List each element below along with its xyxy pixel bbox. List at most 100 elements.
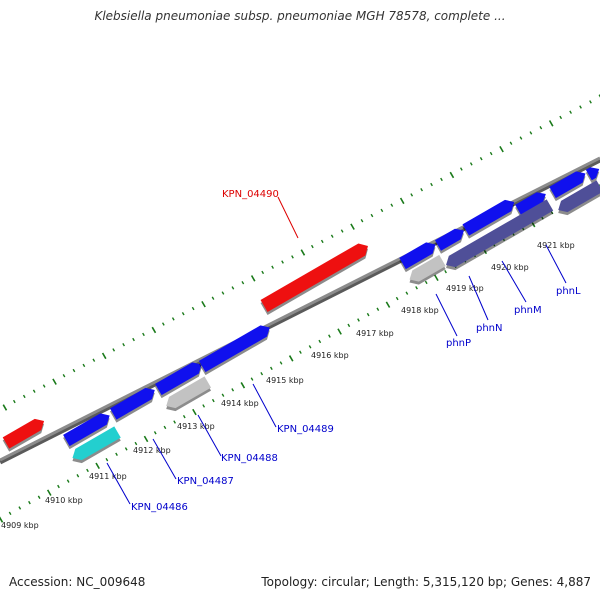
tick-mark (308, 345, 312, 349)
tick-mark (163, 425, 167, 430)
tick-mark (173, 420, 176, 424)
feature-gene[interactable] (109, 387, 155, 423)
tick-mark (330, 234, 334, 238)
tick-mark (42, 384, 46, 388)
tick-mark (279, 361, 283, 365)
tick-mark (221, 291, 225, 295)
gene-label-layer[interactable]: KPN_04490 KPN_04489 KPN_04488 KPN_04487 KPN_… (106, 189, 581, 513)
gene-label[interactable]: KPN_04486 (106, 462, 188, 513)
feature-phnl[interactable] (558, 180, 600, 216)
tick-mark (240, 382, 246, 389)
tick-mark (390, 203, 394, 207)
tick-mark (221, 393, 225, 397)
feature-gene-reverse[interactable] (2, 418, 45, 452)
feature-gene[interactable] (585, 167, 600, 184)
gene-label-leader (468, 275, 489, 321)
tick-mark (250, 377, 254, 381)
feature-gene[interactable] (435, 228, 464, 254)
gene-label-text[interactable]: KPN_04486 (131, 502, 188, 513)
tick-mark (347, 323, 351, 328)
scale-tick-label: 4919 kbp (446, 284, 484, 293)
feature-track[interactable] (2, 167, 600, 464)
tick-mark (430, 182, 433, 187)
tick-mark (12, 399, 16, 404)
scale-tick-label: 4913 kbp (177, 422, 215, 431)
tick-mark (337, 328, 342, 335)
genome-summary-text: Topology: circular; Length: 5,315,120 bp… (261, 575, 591, 589)
gene-label-text[interactable]: phnM (514, 305, 542, 316)
tick-mark (32, 389, 36, 393)
feature-phnn-phnm[interactable] (446, 199, 554, 271)
gene-label[interactable]: KPN_04487 (152, 438, 234, 487)
feature-gene[interactable] (63, 413, 110, 450)
tick-mark (357, 318, 360, 322)
tick-mark (380, 208, 384, 213)
tick-mark (181, 312, 185, 316)
tick-mark (328, 334, 331, 338)
tick-mark (95, 462, 100, 470)
tick-mark (519, 136, 523, 140)
tick-mark (132, 337, 135, 342)
tick-mark (201, 300, 206, 308)
feature-kpn-04486[interactable] (72, 426, 121, 464)
feature-gene[interactable] (515, 192, 546, 219)
gene-label-text[interactable]: KPN_04487 (177, 476, 234, 487)
gene-label-text[interactable]: KPN_04489 (277, 424, 334, 435)
feature-kpn-04488[interactable] (166, 376, 212, 412)
gene-label-text[interactable]: phnP (446, 338, 471, 349)
scale-tick-label: 4921 kbp (537, 241, 575, 250)
tick-mark (57, 484, 60, 489)
tick-mark (320, 239, 324, 244)
tick-mark (529, 131, 533, 135)
feature-gene[interactable] (549, 171, 586, 202)
tick-mark (318, 339, 322, 344)
gene-label-leader (197, 414, 222, 457)
tick-mark (550, 210, 554, 215)
tick-mark (231, 388, 235, 392)
tick-mark (449, 171, 455, 179)
tick-mark (405, 291, 409, 295)
tick-mark (28, 500, 31, 505)
gene-label-leader (277, 196, 299, 239)
tick-mark (459, 167, 463, 171)
gene-label[interactable]: KPN_04490 (222, 189, 299, 239)
tick-mark (479, 157, 483, 161)
gene-label[interactable]: phnL (545, 244, 581, 297)
feature-gene[interactable] (198, 325, 270, 376)
gene-label[interactable]: KPN_04489 (252, 383, 334, 435)
tick-mark (395, 296, 399, 301)
tick-mark (579, 105, 582, 109)
tick-mark (191, 306, 195, 311)
tick-mark (115, 452, 118, 456)
tick-mark (548, 120, 554, 127)
tick-mark (291, 255, 294, 259)
gene-label-text[interactable]: KPN_04488 (221, 453, 278, 464)
tick-mark (410, 193, 414, 197)
tick-mark (76, 474, 80, 478)
tick-mark (171, 317, 175, 321)
tick-mark (37, 495, 41, 499)
feature-gene[interactable] (462, 199, 515, 239)
feature-phnp[interactable] (409, 254, 446, 285)
tick-mark (52, 378, 57, 385)
gene-label-text[interactable]: phnL (556, 286, 581, 297)
gene-label[interactable]: phnM (501, 260, 542, 316)
tick-mark (299, 350, 302, 354)
gene-label[interactable]: phnP (435, 293, 471, 349)
tick-mark (250, 275, 256, 282)
gene-label[interactable]: phnN (468, 275, 503, 334)
gene-label[interactable]: KPN_04488 (197, 414, 278, 464)
feature-gene[interactable] (399, 242, 436, 273)
feature-kpn-04490[interactable] (260, 243, 368, 316)
tick-mark (376, 307, 380, 311)
accession-text: Accession: NC_009648 (9, 575, 146, 589)
gene-label-text[interactable]: KPN_04490 (222, 189, 279, 200)
feature-gene[interactable] (155, 362, 202, 399)
scale-tick-label: 4920 kbp (491, 263, 529, 272)
tick-mark (2, 404, 8, 411)
tick-mark (231, 286, 235, 290)
tick-mark (539, 126, 543, 130)
tick-mark (62, 374, 66, 378)
gene-label-text[interactable]: phnN (476, 323, 503, 334)
